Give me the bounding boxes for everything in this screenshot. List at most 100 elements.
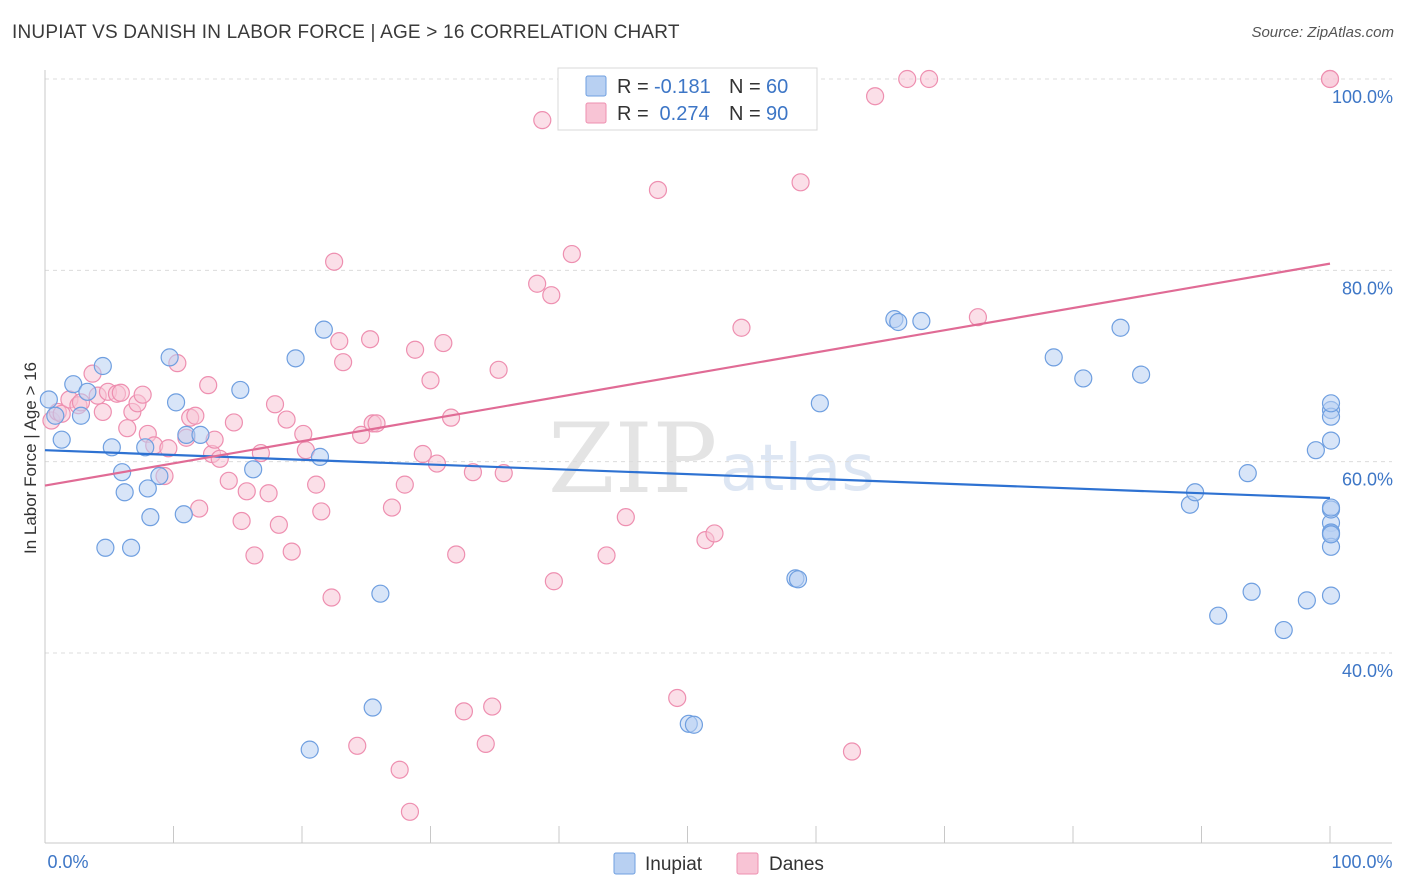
point-danes-30 (224, 413, 243, 432)
point-inupiat-5 (78, 382, 97, 401)
point-inupiat-1 (46, 406, 65, 425)
point-inupiat-51 (1321, 586, 1341, 605)
point-danes-11 (111, 383, 130, 402)
point-danes-31 (232, 511, 251, 531)
point-inupiat-11 (121, 538, 141, 557)
point-danes-35 (259, 484, 278, 503)
point-danes-64 (454, 702, 474, 721)
point-danes-45 (325, 252, 344, 271)
point-inupiat-35 (889, 312, 908, 332)
point-danes-50 (361, 330, 380, 349)
point-inupiat-40 (1132, 365, 1151, 384)
point-inupiat-16 (160, 348, 179, 367)
point-inupiat-24 (300, 740, 319, 759)
point-inupiat-25 (310, 447, 330, 466)
trend-line-inupiat (44, 449, 1331, 500)
point-inupiat-15 (150, 466, 169, 486)
y-tick-label-40: 40.0% (1342, 661, 1393, 681)
y-tick-label-60: 60.0% (1342, 470, 1393, 490)
bottom-legend-label-danes: Danes (769, 854, 824, 875)
watermark-zip: ZIP (548, 403, 717, 515)
point-inupiat-21 (231, 380, 250, 400)
point-inupiat-32 (788, 570, 808, 589)
legend-box: R = -0.181 N = 60 R = 0.274 N = 90 (557, 67, 818, 131)
watermark: ZIP atlas (548, 403, 875, 515)
point-danes-84 (898, 69, 917, 89)
watermark-atlas: atlas (720, 432, 875, 506)
point-danes-8 (93, 402, 112, 422)
point-danes-39 (282, 542, 301, 561)
point-danes-77 (648, 180, 668, 200)
legend-n-value-danes: 90 (766, 103, 788, 125)
point-danes-72 (542, 286, 561, 305)
point-inupiat-26 (314, 320, 333, 339)
legend-r-value-danes: 0.274 (654, 103, 710, 125)
point-danes-29 (219, 471, 238, 490)
point-inupiat-36 (912, 311, 931, 331)
point-inupiat-0 (39, 390, 58, 409)
point-inupiat-33 (810, 394, 829, 413)
point-inupiat-3 (64, 375, 83, 394)
chart-source: Source: ZipAtlas.com (1251, 24, 1394, 41)
point-danes-86 (842, 742, 862, 761)
bottom-legend: Inupiat Danes (613, 852, 824, 875)
point-inupiat-2 (52, 430, 71, 449)
point-danes-58 (413, 444, 432, 464)
point-inupiat-46 (1274, 620, 1293, 640)
legend-r-value-inupiat: -0.181 (654, 76, 711, 98)
point-inupiat-48 (1306, 441, 1325, 460)
series-inupiat (39, 310, 1341, 759)
point-danes-73 (544, 572, 563, 591)
point-inupiat-59 (1321, 431, 1341, 450)
point-inupiat-60 (1321, 394, 1341, 413)
point-danes-24 (190, 499, 209, 518)
x-tick-label-min: 0.0% (47, 852, 88, 872)
x-tick-label-max: 100.0% (1331, 852, 1392, 872)
point-danes-37 (269, 515, 288, 534)
point-danes-56 (400, 802, 420, 821)
point-inupiat-14 (141, 508, 160, 527)
point-danes-68 (489, 360, 508, 379)
point-inupiat-56 (1321, 498, 1341, 517)
point-danes-36 (265, 395, 285, 414)
point-inupiat-38 (1074, 369, 1093, 388)
point-inupiat-18 (174, 505, 193, 524)
point-danes-61 (434, 333, 453, 353)
gridlines (45, 78, 1392, 654)
point-danes-19 (159, 439, 178, 458)
point-inupiat-43 (1209, 606, 1228, 625)
point-danes-43 (312, 502, 331, 521)
point-inupiat-12 (136, 438, 155, 457)
point-danes-47 (334, 353, 353, 372)
point-danes-33 (245, 546, 264, 565)
point-danes-25 (199, 376, 218, 395)
point-inupiat-17 (166, 393, 186, 412)
point-danes-42 (307, 475, 326, 494)
point-danes-78 (668, 688, 687, 708)
legend-n-label-danes: N = (729, 103, 761, 125)
point-danes-48 (348, 736, 367, 755)
point-danes-80 (705, 524, 724, 543)
legend-swatch-inupiat (585, 75, 607, 97)
point-danes-70 (528, 274, 547, 293)
point-danes-23 (186, 406, 205, 425)
point-danes-65 (463, 463, 483, 482)
point-inupiat-6 (93, 356, 112, 376)
point-danes-54 (390, 760, 409, 779)
point-danes-46 (330, 332, 349, 351)
point-danes-44 (322, 588, 341, 607)
point-danes-82 (791, 173, 810, 192)
point-danes-83 (866, 87, 885, 106)
point-danes-63 (447, 545, 466, 564)
trend-lines (44, 262, 1331, 500)
tick-labels: 40.0% 60.0% 80.0% 100.0% 0.0% 100.0% (47, 87, 1393, 872)
point-danes-28 (210, 449, 229, 468)
point-inupiat-22 (244, 460, 263, 479)
point-inupiat-45 (1242, 582, 1261, 601)
point-inupiat-39 (1111, 318, 1130, 337)
point-danes-57 (405, 340, 425, 359)
point-inupiat-20 (191, 425, 210, 444)
bottom-legend-label-inupiat: Inupiat (645, 854, 703, 875)
point-danes-55 (395, 475, 414, 494)
point-danes-71 (533, 111, 552, 130)
